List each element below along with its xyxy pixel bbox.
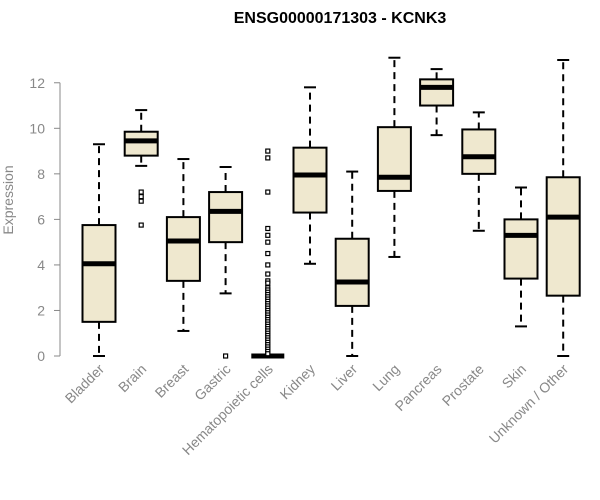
outlier-point [265, 239, 271, 245]
box-kidney [292, 86, 328, 265]
box-prostate [461, 111, 497, 232]
x-tick-label: Brain [115, 361, 149, 395]
box-iqr [461, 128, 497, 175]
box-iqr [165, 216, 201, 282]
y-tick-label: 10 [29, 120, 45, 136]
y-axis-label: Expression [0, 165, 16, 234]
x-tick-label: Breast [152, 361, 192, 401]
y-axis: 0 2 4 6 8 10 12 [29, 75, 61, 364]
outlier-point [265, 262, 271, 268]
box-iqr [545, 176, 581, 297]
box-hematopoietic-cells [251, 148, 285, 359]
outlier-point [138, 194, 144, 200]
y-tick-label: 4 [37, 257, 45, 273]
outlier-point [265, 189, 271, 195]
box-iqr [376, 126, 412, 192]
outlier-point [265, 250, 271, 257]
x-tick-label: Liver [328, 361, 361, 394]
outlier-point [265, 148, 271, 154]
box-bladder [81, 143, 117, 357]
x-tick-label: Lung [369, 361, 402, 394]
outlier-point [265, 232, 271, 238]
y-tick-label: 12 [29, 75, 45, 91]
x-tick-label: Kidney [277, 361, 319, 403]
box-lung [376, 56, 412, 258]
outlier-point [138, 222, 144, 228]
box-unknown-other [545, 59, 581, 357]
box-gastric [208, 166, 244, 359]
y-tick-label: 0 [37, 348, 45, 364]
outlier-point [265, 280, 271, 286]
box-iqr [334, 237, 370, 307]
box-iqr [292, 146, 328, 214]
outlier-point [138, 198, 144, 204]
outlier-point [265, 155, 271, 161]
box-iqr [503, 218, 539, 280]
box-breast [165, 158, 201, 332]
outlier-point [223, 353, 229, 359]
box-pancreas [419, 68, 455, 137]
x-tick-label: Skin [499, 361, 530, 392]
x-tick-label: Bladder [62, 361, 108, 407]
outlier-point [265, 225, 271, 232]
box-liver [334, 170, 370, 357]
y-tick-label: 8 [37, 166, 45, 182]
y-tick-label: 2 [37, 302, 45, 318]
box-skin [503, 186, 539, 328]
box-brain [123, 109, 159, 228]
outlier-point [138, 189, 144, 195]
box-iqr [419, 78, 455, 107]
x-tick-label: Unknown / Other [486, 361, 572, 447]
box-iqr [123, 130, 159, 157]
box-iqr [208, 191, 244, 244]
box-series [81, 56, 581, 359]
box-iqr [81, 224, 117, 323]
outlier-point [265, 271, 271, 277]
x-tick-label: Prostate [439, 361, 487, 409]
outlier-point [265, 351, 271, 357]
x-tick-label: Pancreas [392, 361, 445, 414]
chart-title: ENSG00000171303 - KCNK3 [234, 10, 447, 27]
y-tick-label: 6 [37, 211, 45, 227]
